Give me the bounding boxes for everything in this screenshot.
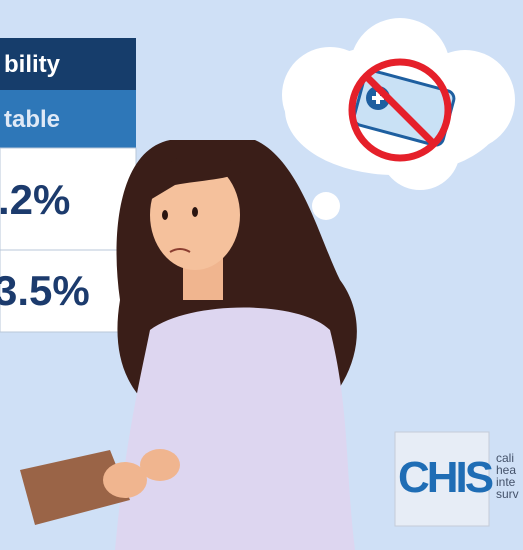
logo-acronym: CHIS [398,453,493,502]
table: bility table .2% 3.5% [0,38,136,332]
subheader-cell: table [4,106,60,133]
logo-line: surv [496,487,519,501]
page: bility table .2% 3.5% [0,0,523,550]
cell: 3.5% [0,267,90,314]
cell: .2% [0,176,70,223]
infographic: bility table .2% 3.5% [0,0,523,550]
header-cell: bility [4,51,61,78]
